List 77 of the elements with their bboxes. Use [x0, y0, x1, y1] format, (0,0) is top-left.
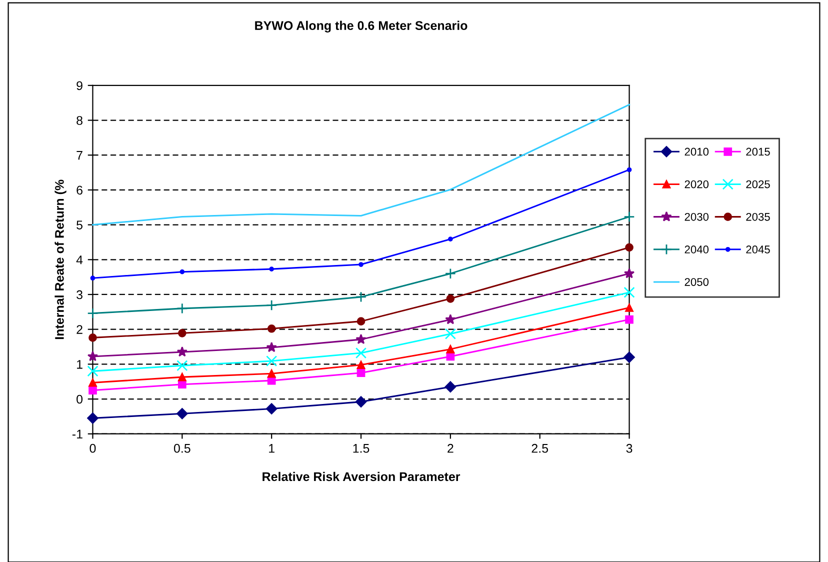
y-tick-label: 0: [76, 394, 83, 404]
point: [625, 315, 634, 324]
point: [267, 324, 276, 333]
line-series: [92, 104, 630, 226]
point: [88, 378, 97, 387]
x-tick-label: 2: [448, 444, 454, 453]
legend-label: 2020: [684, 180, 709, 188]
point: [176, 360, 188, 372]
point: [90, 276, 96, 281]
x-tick-label: 2.5: [532, 444, 548, 453]
point: [355, 396, 367, 408]
legend-label: 2035: [746, 212, 770, 221]
x-tick-label: 0: [90, 444, 96, 453]
point: [448, 236, 453, 242]
point: [176, 302, 188, 314]
point: [356, 317, 366, 326]
y-tick-label: 4: [76, 256, 83, 264]
point: [356, 360, 366, 370]
point: [267, 369, 276, 378]
chart-title: BYWO Along the 0.6 Meter Scenario: [255, 20, 468, 33]
point: [356, 334, 366, 344]
point: [624, 268, 635, 278]
point: [269, 266, 274, 272]
point: [87, 366, 98, 377]
point: [87, 308, 98, 319]
point: [444, 381, 456, 392]
point: [356, 368, 366, 378]
x-axis-title: Relative Risk Aversion Parameter: [262, 472, 460, 482]
point: [625, 304, 634, 312]
x-tick-label: 0.5: [174, 444, 190, 453]
legend-label: 2045: [746, 246, 770, 254]
point: [178, 372, 186, 382]
y-tick-label: 6: [76, 186, 82, 195]
point: [624, 211, 635, 222]
point: [444, 328, 456, 340]
y-tick-label: 3: [76, 290, 82, 300]
point: [178, 380, 186, 389]
x-tick-label: 1.5: [353, 444, 370, 453]
legend-label: 2050: [684, 278, 709, 286]
point: [180, 269, 185, 274]
y-tick-label: -1: [72, 430, 82, 438]
x-tick-label: 3: [626, 444, 632, 453]
y-axis-title: Internal Reate of Return (%: [54, 180, 66, 340]
point: [266, 403, 278, 414]
y-tick-label: 2: [76, 325, 82, 334]
point: [266, 355, 278, 367]
y-tick-label: 9: [76, 81, 82, 90]
point: [87, 350, 98, 362]
legend-label: 2040: [684, 246, 709, 254]
point: [266, 342, 277, 352]
legend-label: 2015: [746, 148, 770, 156]
x-tick-label: 1: [269, 444, 274, 453]
point: [624, 352, 635, 363]
point: [444, 268, 456, 280]
point: [355, 347, 367, 359]
point: [88, 334, 97, 342]
point: [446, 345, 455, 354]
legend-label: 2025: [746, 180, 770, 188]
y-tick-label: 1: [77, 360, 82, 369]
point: [176, 408, 188, 420]
point: [88, 386, 97, 394]
point: [445, 314, 456, 324]
y-tick-label: 5: [76, 220, 82, 230]
y-tick-label: 7: [76, 151, 82, 160]
legend-label: 2030: [684, 212, 709, 221]
point: [358, 262, 364, 267]
point: [624, 286, 635, 298]
legend-label: 2010: [684, 148, 709, 156]
point: [626, 167, 632, 172]
point: [625, 243, 634, 252]
point: [176, 346, 188, 357]
y-tick-label: 8: [76, 116, 82, 125]
point: [178, 329, 186, 338]
point: [355, 291, 367, 302]
point: [446, 294, 455, 303]
point: [266, 300, 278, 311]
point: [87, 412, 98, 424]
